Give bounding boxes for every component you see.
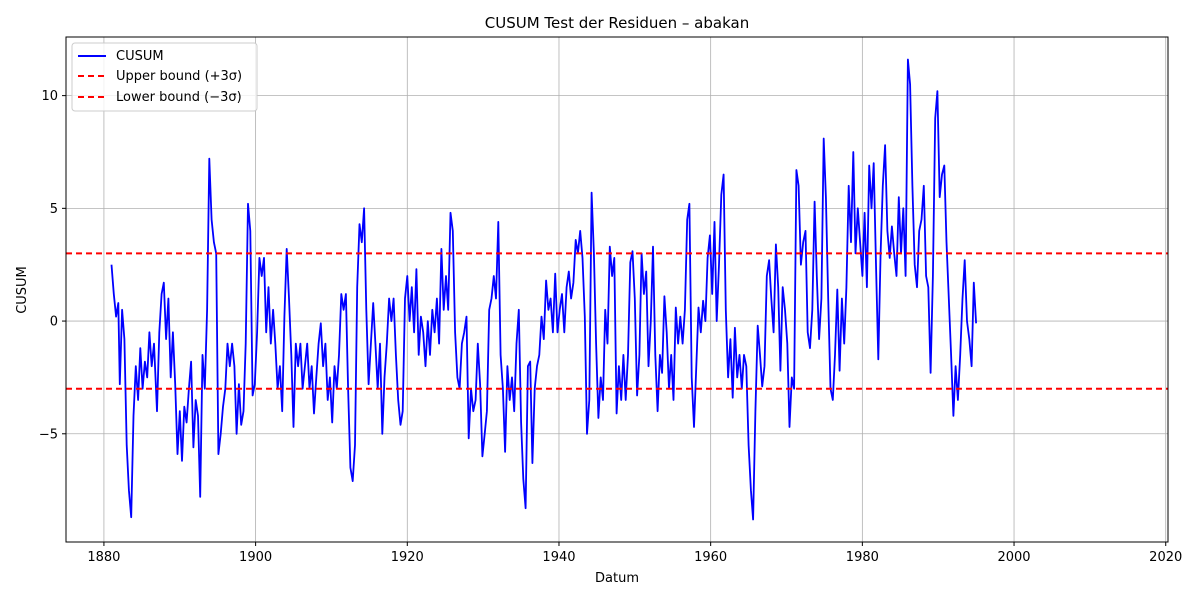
x-tick-label: 2000 [997,550,1030,565]
y-tick-label: 5 [50,202,58,217]
legend-cusum-label: CUSUM [116,49,164,64]
y-axis-label: CUSUM [15,266,30,314]
x-tick-label: 1940 [542,550,575,565]
x-tick-label: 1900 [239,550,272,565]
x-axis-label: Datum [595,571,639,586]
x-tick-label: 2020 [1149,550,1182,565]
chart-title: CUSUM Test der Residuen – abakan [485,14,749,32]
cusum-series-line [110,58,977,521]
legend: CUSUM Upper bound (+3σ) Lower bound (−3σ… [71,42,258,112]
x-tick-label: 1980 [846,550,879,565]
legend-box [71,42,258,112]
legend-upper-label: Upper bound (+3σ) [116,69,242,84]
y-tick-label: 10 [41,89,58,104]
x-tick-label: 1880 [87,550,120,565]
y-tick-label: −5 [39,427,58,442]
x-tick-label: 1960 [694,550,727,565]
y-tick-label: 0 [50,315,58,330]
x-tick-label: 1920 [391,550,424,565]
plot-area [66,58,1168,521]
legend-lower-label: Lower bound (−3σ) [116,90,242,105]
y-axis: −5 0 5 10 [39,89,66,442]
x-axis: 1880 1900 1920 1940 1960 1980 2000 2020 [87,542,1182,565]
axes-frame [65,36,1169,543]
